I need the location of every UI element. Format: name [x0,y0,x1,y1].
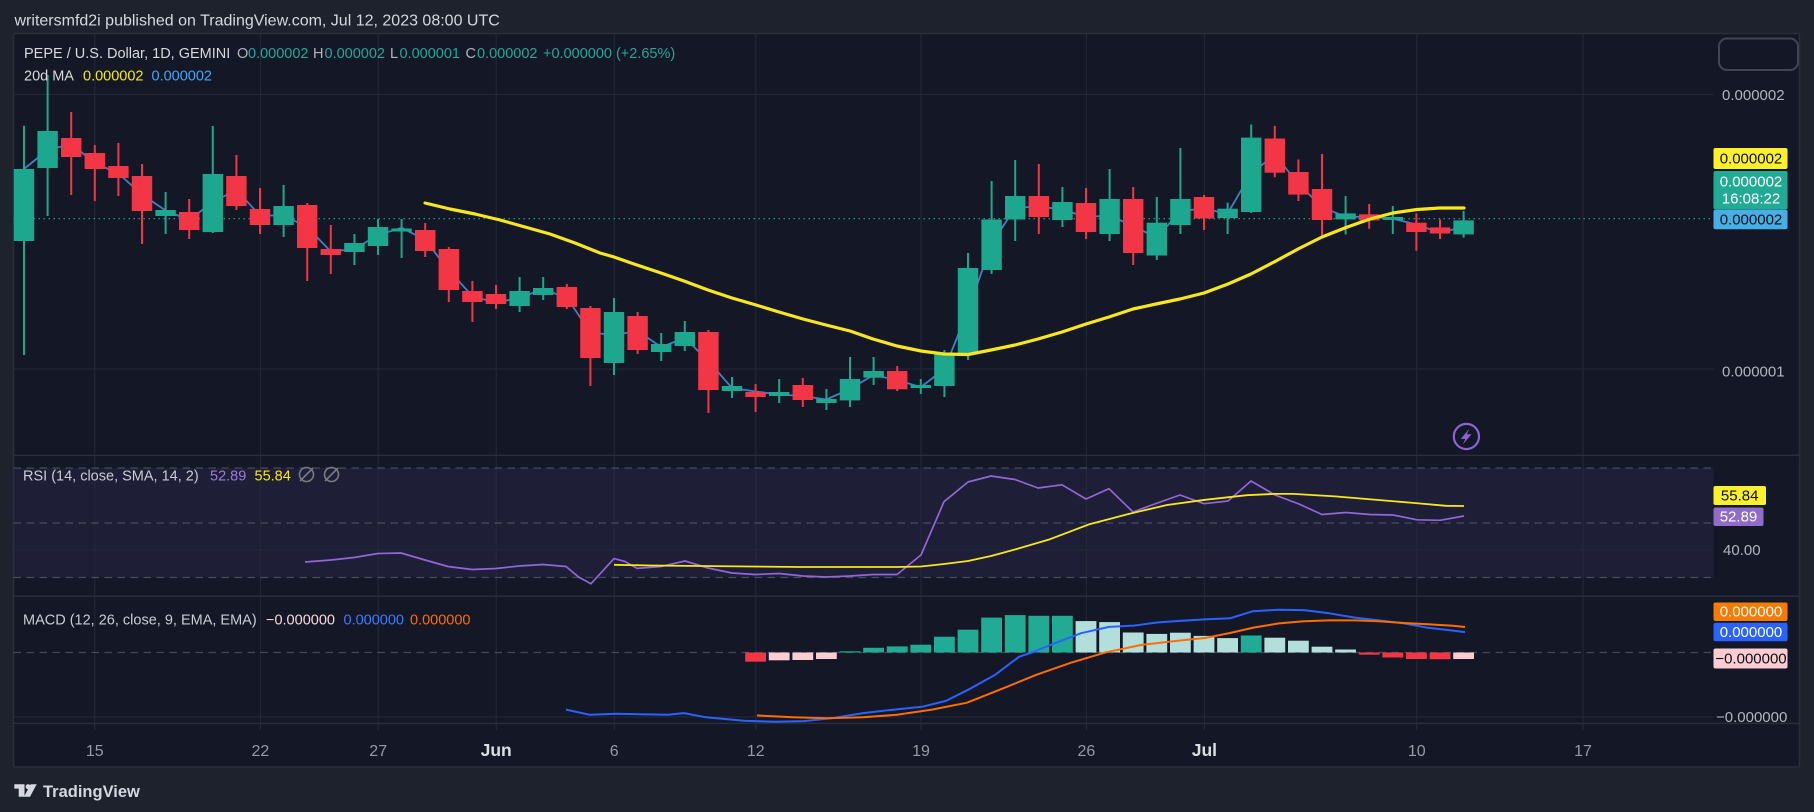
svg-text:0.000000: 0.000000 [410,613,470,629]
svg-text:RSI (14, close, SMA, 14, 2): RSI (14, close, SMA, 14, 2) [23,469,199,485]
svg-text:22: 22 [252,743,270,760]
svg-text:writersmfd2i published on Trad: writersmfd2i published on TradingView.co… [14,13,500,30]
svg-text:C: C [466,46,476,62]
svg-text:0.000002: 0.000002 [1720,212,1783,229]
svg-text:L: L [390,46,398,62]
svg-text:52.89: 52.89 [1720,509,1758,526]
svg-text:0.000002: 0.000002 [83,69,143,85]
svg-text:+0.000000 (+2.65%): +0.000000 (+2.65%) [543,46,675,62]
svg-text:−0.000000: −0.000000 [266,613,335,629]
svg-text:0.000002: 0.000002 [325,46,385,62]
svg-text:20d MA: 20d MA [24,69,74,85]
svg-text:0.000002: 0.000002 [1720,174,1783,191]
svg-text:Jul: Jul [1192,740,1217,760]
svg-text:−0.000000: −0.000000 [1716,709,1787,726]
svg-text:−0.000000: −0.000000 [1715,651,1786,668]
svg-text:0.000001: 0.000001 [400,46,460,62]
svg-text:0.000000: 0.000000 [1720,604,1783,621]
svg-text:26: 26 [1078,743,1096,760]
svg-text:0.000002: 0.000002 [248,46,308,62]
svg-text:19: 19 [912,743,930,760]
svg-text:MACD (12, 26, close, 9, EMA, E: MACD (12, 26, close, 9, EMA, EMA) [23,613,257,629]
svg-text:O: O [237,46,248,62]
svg-text:PEPE / U.S. Dollar, 1D, GEMINI: PEPE / U.S. Dollar, 1D, GEMINI [24,46,230,62]
svg-text:TradingView: TradingView [43,783,140,801]
svg-text:0.000000: 0.000000 [1720,624,1783,641]
svg-text:17: 17 [1574,743,1592,760]
svg-text:0.000001: 0.000001 [1722,364,1785,381]
svg-text:0.000002: 0.000002 [1720,151,1783,168]
svg-text:27: 27 [369,743,387,760]
svg-text:0.000002: 0.000002 [152,69,212,85]
svg-text:12: 12 [747,743,765,760]
svg-text:0.000002: 0.000002 [1722,87,1785,104]
svg-text:10: 10 [1408,743,1426,760]
svg-text:6: 6 [610,743,619,760]
svg-text:55.84: 55.84 [1721,488,1759,505]
svg-text:H: H [313,46,323,62]
svg-text:Jun: Jun [481,740,512,760]
svg-text:16:08:22: 16:08:22 [1722,191,1780,208]
svg-text:40.00: 40.00 [1723,542,1761,559]
svg-text:0.000002: 0.000002 [477,46,537,62]
svg-text:0.000000: 0.000000 [344,613,404,629]
svg-text:55.84: 55.84 [255,469,291,485]
svg-text:15: 15 [86,743,104,760]
svg-text:52.89: 52.89 [210,469,246,485]
